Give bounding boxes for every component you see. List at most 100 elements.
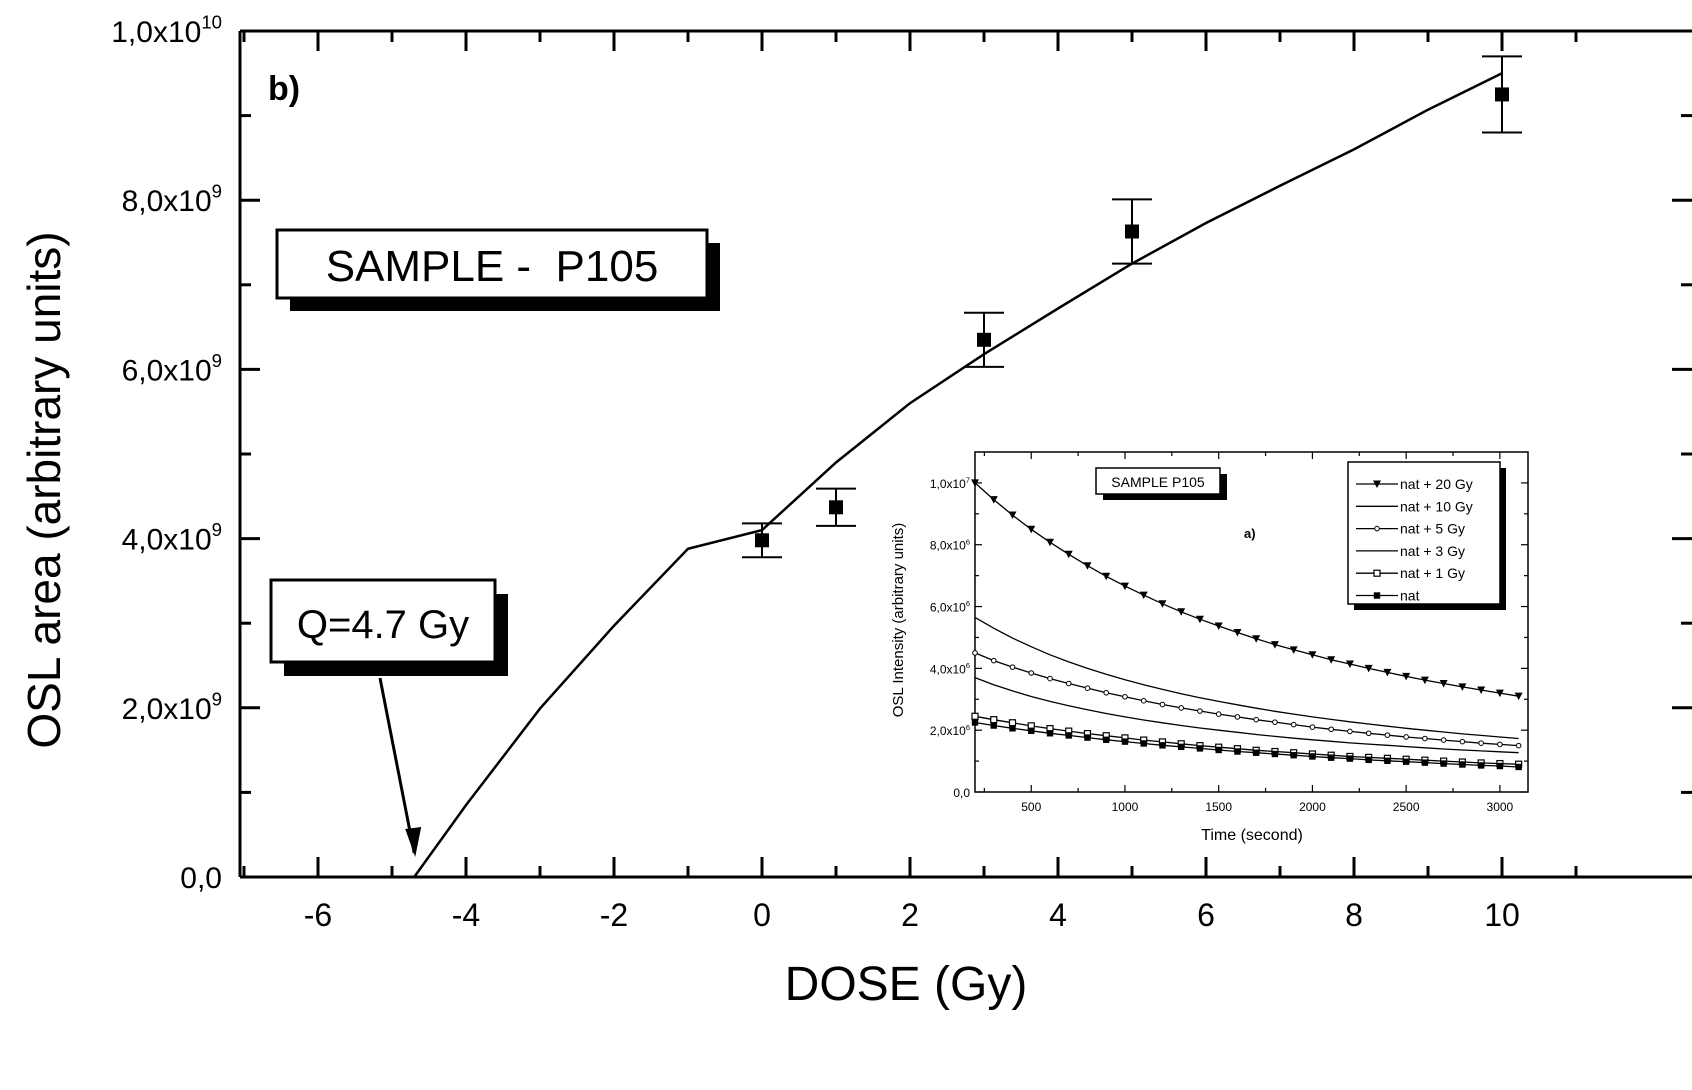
inset-series-line — [974, 676, 1519, 754]
inset-series-marker — [1084, 685, 1091, 691]
inset-series-marker — [1009, 725, 1016, 732]
inset-series-1 — [974, 616, 1519, 740]
inset-title-box-frame — [1095, 467, 1221, 495]
inset-series-marker — [1064, 550, 1073, 559]
inset-series-marker — [1233, 629, 1242, 637]
main-x-tick-label: -4 — [452, 897, 480, 933]
inset-series — [971, 479, 1523, 771]
inset-series-marker — [1084, 734, 1091, 741]
sample-label: SAMPLE - P105 — [326, 242, 659, 291]
inset-series-marker — [1422, 735, 1428, 742]
inset-series-marker — [1440, 760, 1447, 767]
fit-curve — [413, 72, 1503, 878]
main-ticks: -6 -4 -2 0 2 4 6 8 10 0,0 2,0x109 4,0x109 6,0x109 8,0… — [111, 12, 1692, 933]
inset-panel-label: a) — [1244, 526, 1256, 541]
inset-series-marker — [1103, 736, 1110, 743]
main-x-tick-label: 10 — [1484, 897, 1520, 933]
inset-series-marker — [1309, 724, 1316, 730]
inset-series-marker — [1289, 646, 1298, 654]
inset-series-marker — [1103, 689, 1110, 696]
inset-chart: 500 1000 1500 2000 2500 3000 0,0 2,0x106 4,0x106… — [890, 451, 1529, 844]
inset-series-marker — [990, 657, 997, 664]
inset-series-marker — [971, 479, 979, 487]
inset-series-line — [974, 616, 1519, 740]
inset-series-marker — [1197, 708, 1203, 714]
inset-series-marker — [1495, 689, 1504, 698]
data-point — [829, 500, 843, 515]
inset-y-axis-title: OSL Intensity (arbitrary units) — [890, 523, 907, 718]
inset-series-marker — [1215, 711, 1222, 717]
inset-series-marker — [1384, 732, 1391, 738]
q-label: Q=4.7 Gy — [297, 603, 469, 647]
inset-series-marker — [1009, 664, 1016, 670]
inset-series-marker — [1309, 753, 1316, 760]
legend-swatch-marker — [1373, 592, 1381, 599]
inset-y-tick-label: 8,0x106 — [930, 537, 970, 552]
inset-series-marker — [1028, 670, 1035, 676]
q-arrow-shaft — [378, 677, 416, 854]
q-arrow-head — [405, 827, 422, 857]
q-arrow — [378, 677, 422, 857]
inset-series-marker — [1383, 668, 1392, 677]
inset-series-marker — [1234, 714, 1241, 720]
inset-series-marker — [1440, 737, 1447, 743]
main-x-tick-label: -6 — [304, 897, 332, 933]
inset-y-tick-label: 6,0x106 — [930, 599, 970, 614]
data-point — [755, 533, 769, 548]
inset-title: SAMPLE P105 — [1111, 474, 1205, 490]
main-y-tick-label: 0,0 — [180, 862, 222, 895]
inset-series-marker — [1045, 538, 1054, 547]
inset-series-marker — [1365, 756, 1372, 764]
main-y-tick-label: 6,0x109 — [122, 350, 222, 388]
data-point — [1125, 224, 1139, 239]
inset-series-marker — [971, 719, 979, 726]
inset-legend: nat + 20 Gy nat + 10 Gy nat + 5 Gy nat + 3 … — [1347, 461, 1506, 610]
inset-series-marker — [1384, 757, 1391, 764]
inset-series-marker — [1402, 672, 1411, 681]
inset-series-line — [974, 652, 1519, 747]
inset-series-marker — [990, 722, 997, 729]
inset-series-marker — [1497, 741, 1503, 748]
inset-series-marker — [1328, 726, 1334, 733]
inset-y-tick-label: 0,0 — [953, 786, 970, 800]
inset-series-marker — [1028, 727, 1035, 734]
inset-series-marker — [1515, 742, 1522, 749]
inset-series-marker — [1178, 743, 1185, 751]
inset-x-tick-label: 2000 — [1299, 800, 1326, 814]
inset-series-marker — [1515, 763, 1522, 771]
inset-y-tick-label: 2,0x106 — [930, 723, 970, 738]
inset-x-tick-label: 500 — [1021, 800, 1041, 814]
inset-series-marker — [1478, 740, 1484, 746]
inset-series-marker — [972, 650, 978, 656]
main-fit — [413, 72, 1503, 878]
inset-series-marker — [971, 712, 979, 720]
legend-swatch-marker — [1374, 525, 1380, 532]
main-y-tick-label: 1,0x1010 — [111, 12, 222, 50]
inset-x-axis-title: Time (second) — [1201, 827, 1303, 844]
inset-title-box: SAMPLE P105 — [1095, 467, 1227, 500]
inset-series-marker — [1140, 698, 1147, 704]
inset-series-marker — [1345, 660, 1354, 669]
legend-entry-label: nat + 10 Gy — [1400, 498, 1473, 514]
main-chart: -6 -4 -2 0 2 4 6 8 10 0,0 2,0x109 4,0x109 6,0x109 8,0… — [18, 12, 1692, 1011]
inset-series-marker — [1121, 738, 1129, 745]
inset-ticks: 500 1000 1500 2000 2500 3000 0,0 2,0x106 4,0x106… — [930, 452, 1528, 814]
inset-series-marker — [1459, 738, 1466, 745]
inset-series-marker — [1458, 683, 1467, 691]
inset-series-0 — [971, 479, 1523, 701]
inset-series-marker — [1083, 562, 1092, 570]
inset-series-marker — [1120, 582, 1129, 591]
main-x-tick-label: 6 — [1197, 897, 1215, 933]
inset-y-tick-label: 4,0x106 — [930, 661, 970, 676]
main-x-tick-label: 8 — [1345, 897, 1363, 933]
inset-series-marker — [1346, 755, 1354, 762]
y-axis-title: OSL area (arbitrary units) — [18, 231, 70, 748]
inset-series-marker — [1196, 745, 1204, 752]
inset-series-marker — [1234, 748, 1241, 755]
data-point — [1495, 87, 1509, 102]
inset-series-marker — [1214, 622, 1223, 631]
main-y-tick-label: 8,0x109 — [122, 181, 222, 219]
inset-series-marker — [1327, 656, 1336, 664]
legend-swatch-marker — [1373, 569, 1381, 577]
